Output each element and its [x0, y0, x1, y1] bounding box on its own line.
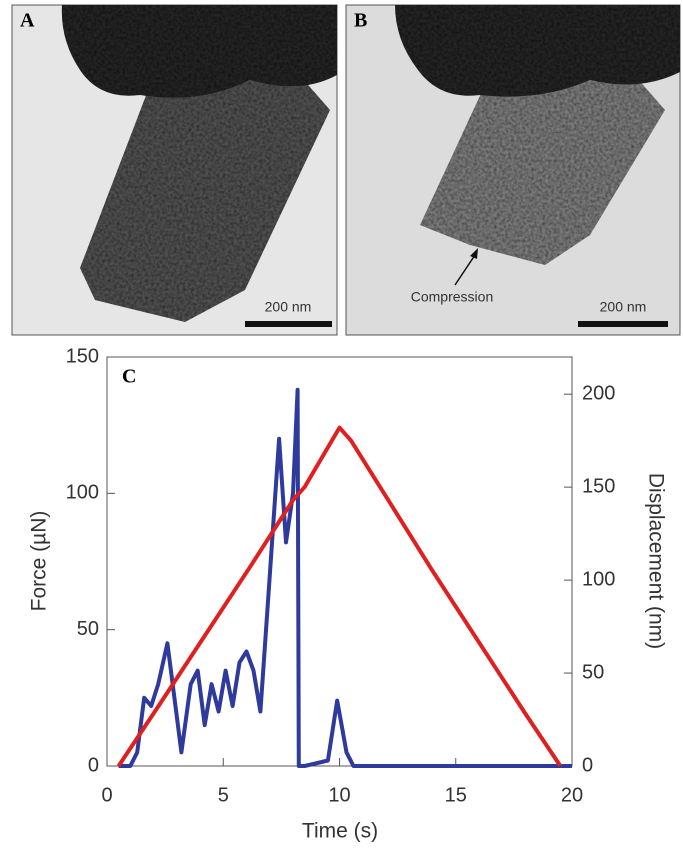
- panel-b: B Compression 200 nm: [346, 5, 680, 335]
- indenter: [62, 5, 337, 98]
- page: {"panels": [ {"label": "A", "scale_bar":…: [0, 0, 683, 853]
- y2-axis-label: Displacement (nm): [644, 473, 667, 649]
- panel-label: A: [20, 10, 35, 32]
- x-tick-label: 0: [101, 784, 112, 806]
- annotation: Compression: [411, 289, 493, 305]
- x-tick-label: 15: [445, 784, 467, 806]
- chart: C Time (s) Force (µN) Displacement (nm) …: [28, 345, 668, 842]
- y2-tick-label: 200: [582, 382, 615, 404]
- y-tick-label: 0: [88, 754, 99, 776]
- y-tick-label: 50: [77, 618, 99, 640]
- panel-label: C: [122, 366, 136, 388]
- figure: A 200 nm B Compression 200 nm C Time (s)…: [0, 0, 683, 848]
- x-tick-label: 10: [328, 784, 350, 806]
- panel-a: A 200 nm: [12, 5, 337, 335]
- panel-label: B: [354, 10, 367, 32]
- y-tick-label: 100: [66, 482, 99, 504]
- x-axis-label: Time (s): [302, 820, 378, 843]
- y2-tick-label: 100: [582, 568, 615, 590]
- y2-tick-label: 0: [582, 754, 593, 776]
- scale-bar-label: 200 nm: [265, 299, 312, 315]
- scale-bar-label: 200 nm: [600, 299, 647, 315]
- indenter: [395, 5, 680, 97]
- y-axis-label: Force (µN): [28, 511, 51, 612]
- data-line: [119, 390, 572, 766]
- y2-tick-label: 50: [582, 661, 604, 683]
- y-tick-label: 150: [66, 345, 99, 367]
- y2-tick-label: 150: [582, 475, 615, 497]
- x-tick-label: 20: [561, 784, 583, 806]
- x-tick-label: 5: [218, 784, 229, 806]
